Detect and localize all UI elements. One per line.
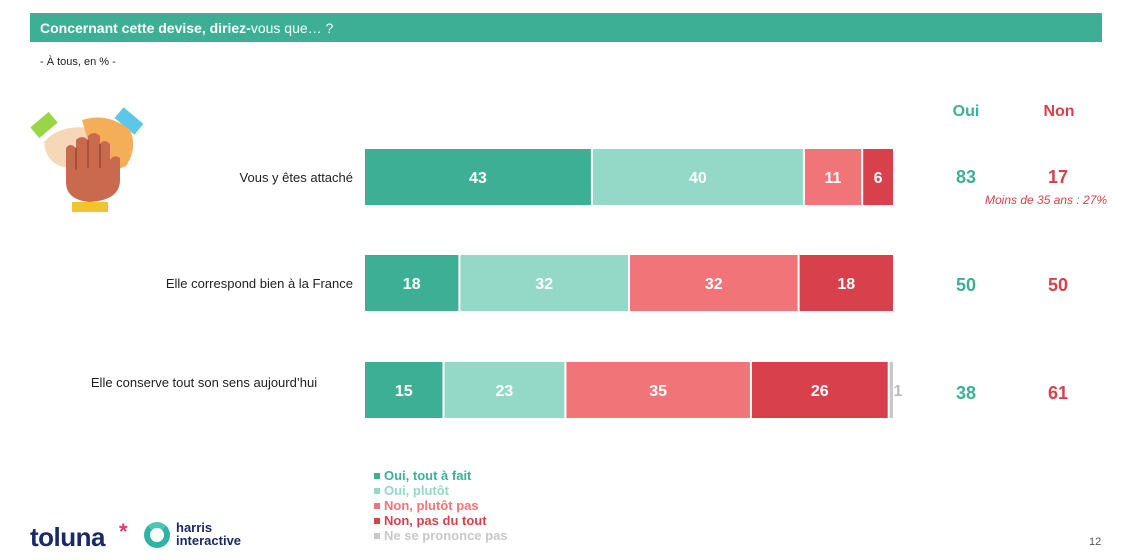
bar-segment xyxy=(365,362,443,418)
legend-swatch xyxy=(374,472,380,479)
bar-segment xyxy=(592,149,803,205)
bar-segment xyxy=(365,255,459,311)
bar-segment xyxy=(444,362,565,418)
legend-swatch xyxy=(374,517,380,524)
bar-value-label: 18 xyxy=(837,276,855,293)
bar-segment xyxy=(460,255,628,311)
page-title: Concernant cette devise, diriez-vous que… xyxy=(40,20,334,36)
bar-value-label: 11 xyxy=(825,170,842,187)
bar-value-label: 6 xyxy=(874,170,883,187)
legend-swatch xyxy=(374,502,380,509)
non-total-row1: 17 xyxy=(1047,167,1069,187)
toluna-logo: toluna xyxy=(30,522,106,552)
bar-value-label: 15 xyxy=(395,383,413,400)
legend-item: Oui, tout à fait xyxy=(374,468,508,483)
title-bar: Concernant cette devise, diriez-vous que… xyxy=(30,13,1102,42)
bar-segment xyxy=(751,362,888,418)
chart-legend: Oui, tout à fait Oui, plutôt Non, plutôt p… xyxy=(374,468,508,543)
legend-item: Non, plutôt pas xyxy=(374,498,508,513)
legend-label: Non, pas du tout xyxy=(384,513,487,528)
oui-total-row2: 50 xyxy=(955,275,977,295)
column-header-non: Non xyxy=(1043,103,1075,120)
legend-label: Non, plutôt pas xyxy=(384,498,479,513)
bar-value-label: 43 xyxy=(469,170,487,187)
age-note: Moins de 35 ans : 27% xyxy=(985,193,1108,207)
bar-value-label: 1 xyxy=(894,383,903,400)
row-label-1: Vous y êtes attaché xyxy=(239,170,353,185)
bar-value-label: 26 xyxy=(811,383,829,400)
bar-value-label: 23 xyxy=(496,383,514,400)
legend-label: Oui, plutôt xyxy=(384,483,449,498)
oui-total-row3: 38 xyxy=(955,383,977,403)
row-label-2: Elle correspond bien à la France xyxy=(165,276,353,291)
asterisk-icon: * xyxy=(119,519,128,544)
non-total-row3: 61 xyxy=(1047,383,1069,403)
bar-value-label: 40 xyxy=(689,170,707,187)
bar-segment xyxy=(889,362,893,418)
legend-label: Oui, tout à fait xyxy=(384,468,472,483)
harris-interactive-logo: harris interactive xyxy=(176,520,242,548)
legend-item: Ne se prononce pas xyxy=(374,528,508,543)
legend-item: Non, pas du tout xyxy=(374,513,508,528)
harris-ring-icon xyxy=(144,522,170,548)
bar-segment xyxy=(863,149,893,205)
legend-item: Oui, plutôt xyxy=(374,483,508,498)
bar-segment xyxy=(804,149,862,205)
column-header-oui: Oui xyxy=(952,103,980,120)
bar-value-label: 35 xyxy=(649,383,667,400)
legend-label: Ne se prononce pas xyxy=(384,528,508,543)
page-number: 12 xyxy=(1089,536,1102,548)
bar-segment xyxy=(566,362,750,418)
bar-segment xyxy=(630,255,798,311)
legend-swatch xyxy=(374,532,380,539)
bar-segment xyxy=(799,255,893,311)
non-total-row2: 50 xyxy=(1047,275,1069,295)
oui-total-row1: 83 xyxy=(955,167,977,187)
row-label-3: Elle conserve tout son sens aujourd’hui xyxy=(90,375,318,390)
bar-value-label: 32 xyxy=(705,276,723,293)
subtitle: - À tous, en % - xyxy=(40,56,116,68)
bar-value-label: 32 xyxy=(535,276,553,293)
stacked-bar-chart: 43 40 11 6 18 32 32 18 15 23 35 26 1 xyxy=(365,149,903,418)
bar-segment xyxy=(365,149,591,205)
bar-value-label: 18 xyxy=(403,276,421,293)
legend-swatch xyxy=(374,487,380,494)
stacked-hands-icon xyxy=(30,104,150,216)
